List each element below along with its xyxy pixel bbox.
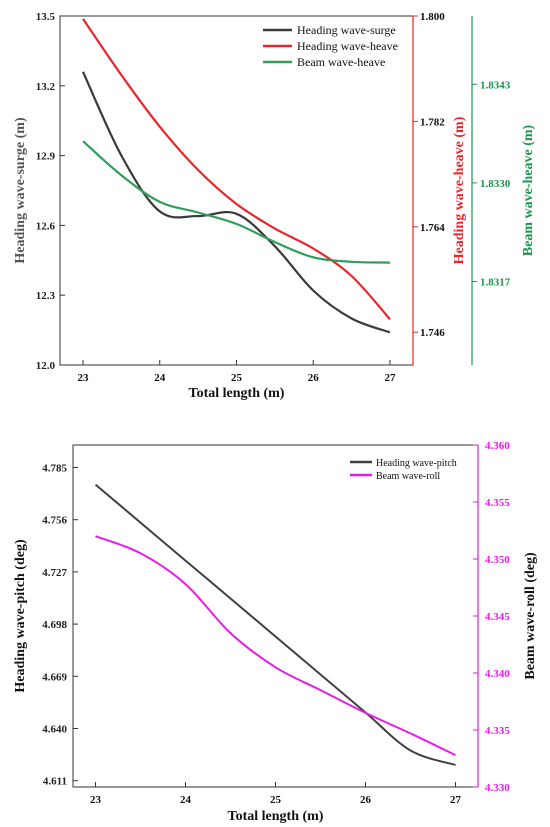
- y-outer-tick-label: 1.8317: [480, 277, 511, 289]
- y-right-tick-label: 1.782: [420, 116, 445, 128]
- y-right-tick-label: 4.340: [485, 668, 510, 680]
- y-right-tick-label: 1.764: [420, 222, 445, 234]
- y-right-tick-label: 4.360: [485, 440, 510, 452]
- y-left-tick-label: 4.727: [42, 567, 67, 579]
- y-right-tick-label: 4.330: [485, 782, 510, 794]
- chart-top-surge-heave: 23 24 25 26 27 Total length (m) 12.0 12.3 12.6 12…: [13, 11, 536, 401]
- series-line-heading-wave-heave: [82, 18, 391, 321]
- y-left-tick-label: 4.640: [42, 724, 67, 736]
- x-tick-label: 26: [308, 372, 320, 384]
- series-line-heading-wave-surge: [81, 71, 391, 334]
- y-left-axis-label: Heading wave-surge (m): [13, 117, 28, 264]
- y-right-axis-label: Beam wave-roll (deg): [523, 552, 538, 680]
- y-left-tick-label: 13.5: [36, 11, 56, 23]
- y-left-tick-label: 12.6: [36, 220, 56, 232]
- y-left-tick-label: 4.669: [42, 671, 67, 683]
- legend-entry: Heading wave-heave: [297, 39, 398, 53]
- x-tick-label: 25: [231, 372, 243, 384]
- y-right-tick-label: 4.355: [485, 497, 510, 509]
- y-left-tick-label: 4.698: [42, 619, 67, 631]
- x-tick-label: 23: [90, 794, 102, 806]
- legend-entry: Beam wave-roll: [376, 471, 440, 482]
- x-tick-label: 26: [360, 794, 372, 806]
- y-left-axis-label: Heading wave-pitch (deg): [13, 539, 28, 693]
- y-right-tick-label: 1.746: [420, 327, 445, 339]
- y-right-tick-label: 4.335: [485, 725, 510, 737]
- legend-entry: Beam wave-heave: [297, 55, 385, 69]
- series-line-beam-wave-heave: [82, 140, 391, 264]
- y-left-tick-label: 12.0: [36, 360, 56, 372]
- x-tick-label: 25: [270, 794, 282, 806]
- y-left-tick-label: 4.756: [42, 515, 67, 527]
- x-tick-label: 24: [180, 794, 192, 806]
- x-tick-label: 27: [384, 372, 396, 384]
- y-right-axis-label: Heading wave-heave (m): [452, 116, 467, 264]
- y-left-tick-label: 12.9: [36, 151, 56, 163]
- x-axis-label: Total length (m): [189, 386, 285, 401]
- y-right-tick-label: 4.345: [485, 611, 510, 623]
- y-left-tick-label: 4.785: [42, 463, 67, 475]
- x-tick-label: 23: [78, 372, 90, 384]
- y-right-tick-label: 1.800: [420, 11, 445, 23]
- series-line-heading-wave-pitch: [94, 483, 456, 766]
- y-right-tick-label: 4.350: [485, 554, 510, 566]
- series-line-beam-wave-roll: [95, 535, 456, 757]
- x-axis-label: Total length (m): [228, 809, 324, 824]
- x-tick-label: 27: [450, 794, 462, 806]
- y-outer-axis-label: Beam wave-heave (m): [521, 124, 536, 256]
- y-left-tick-label: 4.611: [43, 776, 67, 788]
- legend-entry: Heading wave-pitch: [376, 458, 457, 469]
- y-outer-tick-label: 1.8330: [480, 178, 511, 190]
- y-outer-tick-label: 1.8343: [480, 79, 511, 91]
- x-tick-label: 24: [154, 372, 166, 384]
- y-left-tick-label: 12.3: [36, 290, 56, 302]
- legend-entry: Heading wave-surge: [297, 23, 396, 37]
- y-left-tick-label: 13.2: [36, 81, 56, 93]
